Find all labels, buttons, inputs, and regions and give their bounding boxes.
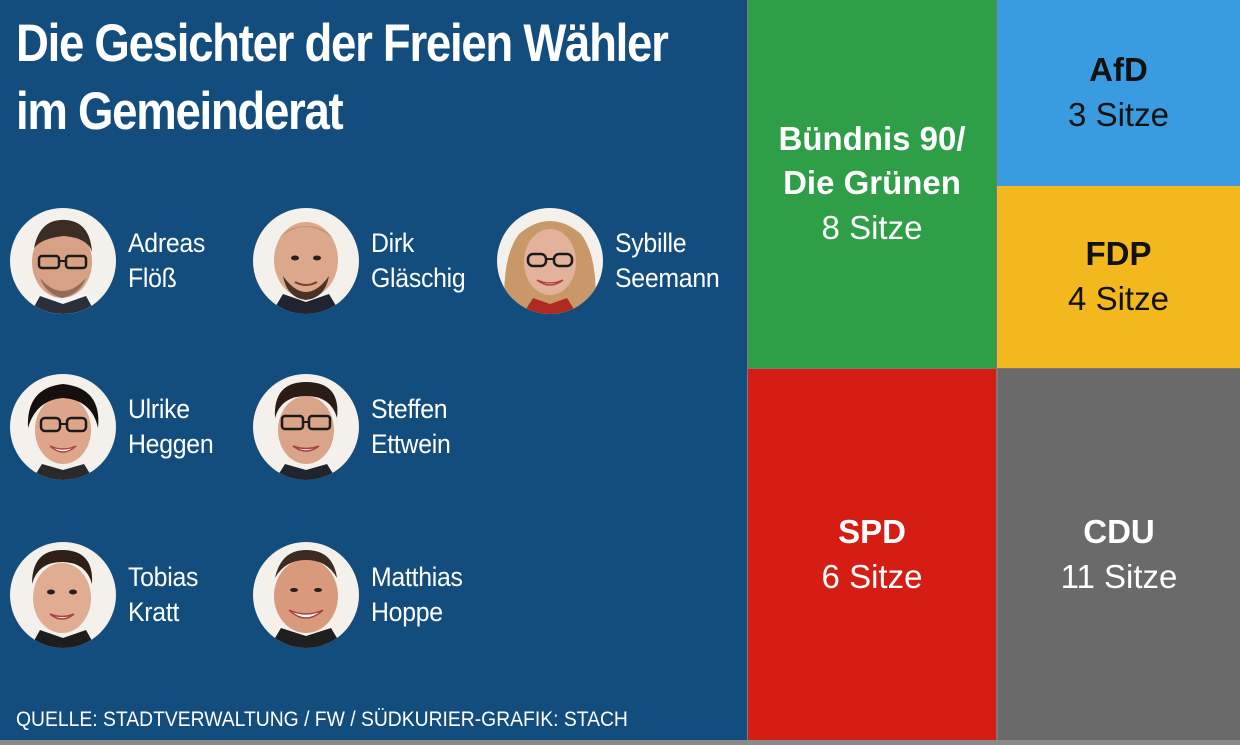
person-name: Steffen Ettwein (371, 392, 451, 462)
person-card: Adreas Flöß (10, 208, 212, 314)
party-name: SPD (838, 512, 906, 550)
party-name: AfD (1089, 51, 1148, 88)
last-name: Flöß (128, 263, 177, 293)
seat-count: 3 Sitze (1068, 96, 1169, 133)
first-name: Tobias (128, 562, 199, 592)
portrait-photo (253, 542, 359, 648)
party-name-line-1: Bündnis 90/ (778, 120, 966, 157)
portrait-photo (253, 208, 359, 314)
portrait-photo (497, 208, 603, 314)
person-name: Ulrike Heggen (128, 392, 214, 462)
party-tile-spd: SPD 6 Sitze (748, 369, 996, 740)
seat-count: 8 Sitze (821, 209, 923, 246)
party-name-line-2: Die Grünen (783, 164, 961, 201)
portrait-icon (269, 550, 343, 648)
portrait-photo (10, 208, 116, 314)
last-name: Ettwein (371, 429, 451, 459)
seat-count: 4 Sitze (1068, 280, 1169, 317)
party-name: FDP (1085, 235, 1152, 272)
headline-line-2: im Gemeinderat (16, 82, 344, 141)
person-card: Tobias Kratt (10, 542, 204, 648)
party-tile-afd: AfD 3 Sitze (997, 0, 1240, 186)
seat-count: 6 Sitze (821, 557, 923, 595)
party-tile-fdp: FDP 4 Sitze (997, 186, 1240, 368)
person-card: Steffen Ettwein (253, 374, 457, 480)
first-name: Steffen (371, 394, 448, 424)
portrait-icon (271, 222, 341, 314)
first-name: Matthias (371, 562, 463, 592)
person-name: Sybille Seemann (615, 226, 720, 296)
portrait-icon (274, 382, 338, 480)
headline-line-1: Die Gesichter der Freien Wähler (16, 14, 669, 73)
party-name: CDU (1083, 512, 1155, 550)
portrait-photo (10, 542, 116, 648)
person-name: Matthias Hoppe (371, 560, 463, 630)
source-credit: QUELLE: STADTVERWALTUNG / FW / SÜDKURIER… (16, 708, 628, 731)
person-card: Dirk Gläschig (253, 208, 474, 314)
person-name: Tobias Kratt (128, 560, 198, 630)
portrait-icon (27, 384, 99, 480)
last-name: Hoppe (371, 597, 443, 627)
portrait-icon (17, 219, 109, 314)
last-name: Kratt (128, 597, 180, 627)
first-name: Ulrike (128, 394, 190, 424)
bottom-divider (0, 740, 1240, 745)
person-card: Matthias Hoppe (253, 542, 471, 648)
person-name: Adreas Flöß (128, 226, 205, 296)
last-name: Gläschig (371, 263, 466, 293)
freie-waehler-panel: Die Gesichter der Freien Wähler im Gemei… (0, 0, 747, 740)
person-card: Sybille Seemann (497, 208, 728, 314)
last-name: Seemann (615, 263, 720, 293)
headline: Die Gesichter der Freien Wähler im Gemei… (16, 10, 669, 146)
party-name: Bündnis 90/ Die Grünen (778, 117, 965, 205)
portrait-icon (30, 550, 96, 648)
person-card: Ulrike Heggen (10, 374, 221, 480)
first-name: Sybille (615, 228, 687, 258)
first-name: Dirk (371, 228, 415, 258)
party-tile-gruene: Bündnis 90/ Die Grünen 8 Sitze (748, 0, 996, 368)
last-name: Heggen (128, 429, 214, 459)
portrait-icon (504, 221, 596, 314)
party-tile-cdu: CDU 11 Sitze (998, 369, 1240, 740)
portrait-photo (10, 374, 116, 480)
portrait-photo (253, 374, 359, 480)
person-name: Dirk Gläschig (371, 226, 466, 296)
seat-count: 11 Sitze (1060, 557, 1178, 595)
first-name: Adreas (128, 228, 206, 258)
